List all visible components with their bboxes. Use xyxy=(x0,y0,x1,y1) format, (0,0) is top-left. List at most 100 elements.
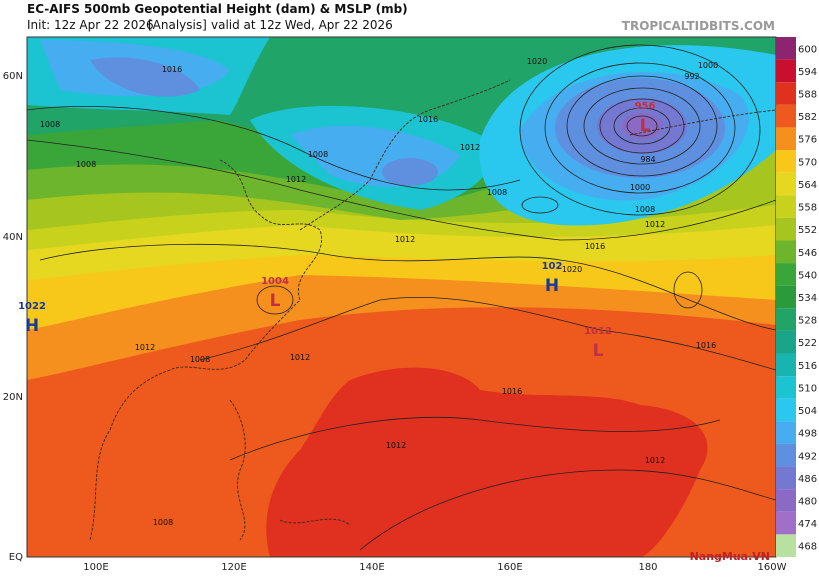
pressure-letter: H xyxy=(545,276,559,296)
contour-label: 1016 xyxy=(585,242,605,251)
latitude-label: 40N xyxy=(3,232,23,243)
colorbar-label: 486 xyxy=(798,474,817,485)
colorbar-label: 516 xyxy=(798,361,817,372)
colorbar-swatch xyxy=(776,443,796,467)
contour-label: 1016 xyxy=(502,387,522,396)
longitude-label: 180 xyxy=(638,562,657,573)
colorbar-swatch xyxy=(776,127,796,151)
colorbar-swatch xyxy=(776,37,796,60)
colorbar-swatch xyxy=(776,421,796,444)
contour-label: 1008 xyxy=(76,160,96,169)
colorbar-label: 534 xyxy=(798,293,817,304)
colorbar-label: 594 xyxy=(798,67,817,78)
contour-label: 1008 xyxy=(190,355,210,364)
longitude-label: 140E xyxy=(359,562,384,573)
longitude-label: 160W xyxy=(758,562,787,573)
colorbar-swatch xyxy=(776,240,796,264)
contour-label: 1008 xyxy=(153,518,173,527)
pressure-letter: L xyxy=(270,291,281,311)
colorbar-swatch xyxy=(776,172,796,196)
colorbar-label: 522 xyxy=(798,338,817,349)
height-band xyxy=(622,113,662,139)
colorbar-swatch xyxy=(776,330,796,354)
contour-label: 1012 xyxy=(395,235,415,244)
height-band xyxy=(382,158,438,186)
contour-label: 984 xyxy=(640,155,655,164)
contour-label: 1012 xyxy=(135,343,155,352)
colorbar-swatch xyxy=(776,263,796,286)
pressure-value: 1012 xyxy=(584,326,612,337)
colorbar-label: 588 xyxy=(798,90,817,101)
colorbar-swatch xyxy=(776,511,796,535)
longitude-label: 100E xyxy=(83,562,108,573)
contour-label: 1016 xyxy=(418,115,438,124)
colorbar-label: 564 xyxy=(798,180,817,191)
colorbar-label: 576 xyxy=(798,135,817,146)
colorbar-swatch xyxy=(776,59,796,83)
pressure-value: 1022 xyxy=(18,301,46,312)
contour-label: 1016 xyxy=(696,341,716,350)
watermark: NangMua.VN xyxy=(690,550,770,563)
contour-label: 1012 xyxy=(460,143,480,152)
contour-label: 1000 xyxy=(630,183,650,192)
contours xyxy=(27,44,776,551)
site-name: TROPICALTIDBITS.COM xyxy=(622,19,775,33)
colorbar-swatch xyxy=(776,217,796,241)
height-band xyxy=(266,367,708,557)
contour-label: 1008 xyxy=(487,188,507,197)
contour-label: 1020 xyxy=(562,265,582,274)
colorbar-swatch xyxy=(776,353,796,377)
colorbar-swatch xyxy=(776,466,796,490)
contour-label: 1000 xyxy=(698,61,718,70)
contour-label: 992 xyxy=(684,72,699,81)
colorbar-label: 540 xyxy=(798,270,817,281)
colorbar-label: 570 xyxy=(798,157,817,168)
contour-label: 1016 xyxy=(162,65,182,74)
title: EC-AIFS 500mb Geopotential Height (dam) … xyxy=(27,2,408,16)
pressure-letter: H xyxy=(25,316,39,336)
colorbar-swatch xyxy=(776,195,796,218)
colorbar-swatch xyxy=(776,82,796,105)
contour-label: 1012 xyxy=(645,456,665,465)
pressure-letter: L xyxy=(640,116,651,136)
run-type: [Analysis] xyxy=(148,18,207,32)
pressure-value: 1004 xyxy=(261,276,289,287)
contour-label: 1008 xyxy=(308,150,328,159)
latitude-label: EQ xyxy=(9,552,23,563)
longitude-label: 160E xyxy=(497,562,522,573)
colorbar-swatch xyxy=(776,489,796,512)
colorbar-label: 468 xyxy=(798,542,817,553)
colorbar-label: 552 xyxy=(798,225,817,236)
contour-label: 1012 xyxy=(645,220,665,229)
contour-label: 1012 xyxy=(290,353,310,362)
latitude-label: 60N xyxy=(3,71,23,82)
valid-time: valid at 12z Wed, Apr 22 2026 xyxy=(211,18,393,32)
colorbar-label: 498 xyxy=(798,429,817,440)
colorbar-label: 546 xyxy=(798,248,817,259)
colorbar-label: 600 xyxy=(798,44,817,55)
colorbar-label: 480 xyxy=(798,496,817,507)
contour-label: 1012 xyxy=(386,441,406,450)
pressure-letter: L xyxy=(593,341,604,361)
colorbar-swatch xyxy=(776,308,796,331)
colorbar-swatch xyxy=(776,534,796,557)
contour-label: 1008 xyxy=(40,120,60,129)
colorbar-swatch xyxy=(776,376,796,399)
colorbar-swatch xyxy=(776,398,796,422)
latitude-label: 20N xyxy=(3,392,23,403)
colorbar-label: 510 xyxy=(798,383,817,394)
colorbar-label: 504 xyxy=(798,406,817,417)
height-band xyxy=(90,57,200,97)
contour-label: 1008 xyxy=(635,205,655,214)
colorbar-label: 558 xyxy=(798,203,817,214)
colorbar-label: 528 xyxy=(798,316,817,327)
contour-label: 1012 xyxy=(286,175,306,184)
colorbar-label: 582 xyxy=(798,112,817,123)
colorbar-swatch xyxy=(776,104,796,128)
colorbar-label: 492 xyxy=(798,451,817,462)
colorbar-label: 474 xyxy=(798,519,817,530)
overlay: 60N 40N 20N EQ 100E 120E 140E 160E 180 160W 600 594… xyxy=(3,37,817,573)
contour-label: 1020 xyxy=(527,57,547,66)
longitude-label: 120E xyxy=(221,562,246,573)
